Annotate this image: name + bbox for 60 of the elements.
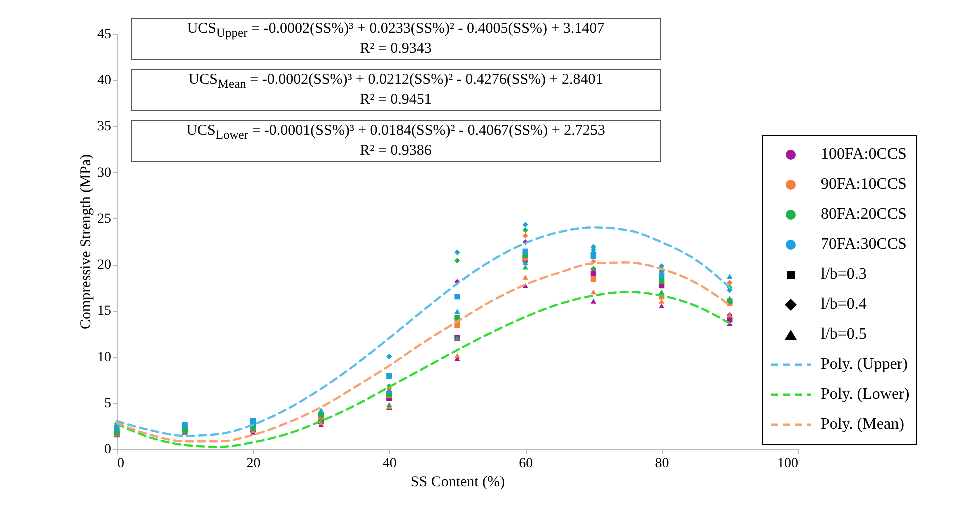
y-tick-label: 15 xyxy=(98,304,112,320)
point xyxy=(522,233,528,239)
equation-box: UCS$_{Lower}$ = -0.0001(SS%)³ + 0.0184(SS%)² - 0.4067(SS%) + 2.7253 R² = 0.9386 xyxy=(131,120,661,162)
point xyxy=(454,258,460,264)
point xyxy=(522,264,528,270)
x-tick-label: 100 xyxy=(778,456,798,472)
point xyxy=(522,222,528,228)
legend-label: Poly. (Lower) xyxy=(821,386,910,404)
point xyxy=(590,276,597,282)
point xyxy=(250,418,256,424)
x-tick-label: 20 xyxy=(246,456,261,472)
legend-label: l/b=0.4 xyxy=(821,296,867,314)
y-tick-label: 30 xyxy=(98,166,112,181)
y-tick-label: 40 xyxy=(98,74,112,89)
x-tick-label: 40 xyxy=(382,456,397,472)
y-tick-label: 10 xyxy=(98,350,112,366)
x-tick-label: 0 xyxy=(118,456,124,472)
point xyxy=(522,275,528,280)
point xyxy=(386,373,392,379)
point xyxy=(590,298,597,304)
equation-box: UCS$_{Upper}$ = -0.0002(SS%)³ + 0.0233(SS%)² - 0.4005(SS%) + 3.1407 R² = 0.9343 xyxy=(131,18,661,60)
x-axis-title: SS Content (%) xyxy=(410,474,506,490)
point xyxy=(522,260,528,266)
point xyxy=(318,408,324,413)
point xyxy=(727,280,733,286)
point xyxy=(522,228,528,234)
legend-label: 80FA:20CCS xyxy=(821,206,907,224)
point xyxy=(658,272,665,278)
legend-label: l/b=0.5 xyxy=(821,326,867,344)
y-axis-title: Compressive Strength (MPa) xyxy=(78,154,94,330)
y-tick-label: 0 xyxy=(104,442,112,458)
y-tick-label: 35 xyxy=(98,120,112,135)
point xyxy=(590,270,597,277)
point xyxy=(658,278,665,284)
legend-label: 90FA:10CCS xyxy=(821,176,907,194)
y-tick-label: 20 xyxy=(98,258,112,274)
legend-label: Poly. (Upper) xyxy=(821,356,908,374)
point xyxy=(590,290,597,295)
y-tick-label: 5 xyxy=(104,396,112,412)
point xyxy=(590,244,597,250)
point xyxy=(658,290,665,295)
legend-label: 100FA:0CCS xyxy=(821,146,907,164)
point xyxy=(454,294,460,300)
legend-label: Poly. (Mean) xyxy=(821,416,904,434)
point xyxy=(454,353,460,358)
point xyxy=(454,250,460,256)
point xyxy=(522,248,528,254)
equation-box: UCS$_{Mean}$ = -0.0002(SS%)³ + 0.0212(SS%)² - 0.4276(SS%) + 2.8401 R² = 0.9451 xyxy=(131,69,661,111)
legend-label: l/b=0.3 xyxy=(821,266,867,284)
point xyxy=(386,354,392,360)
legend-label: 70FA:30CCS xyxy=(821,236,907,254)
y-tick-label: 25 xyxy=(98,212,112,227)
point xyxy=(727,274,733,279)
x-tick-label: 80 xyxy=(655,456,670,472)
point xyxy=(658,304,665,309)
point xyxy=(727,296,733,302)
y-tick-label: 45 xyxy=(98,28,112,42)
point xyxy=(727,288,733,294)
x-tick-label: 60 xyxy=(519,456,534,472)
point xyxy=(454,309,460,314)
